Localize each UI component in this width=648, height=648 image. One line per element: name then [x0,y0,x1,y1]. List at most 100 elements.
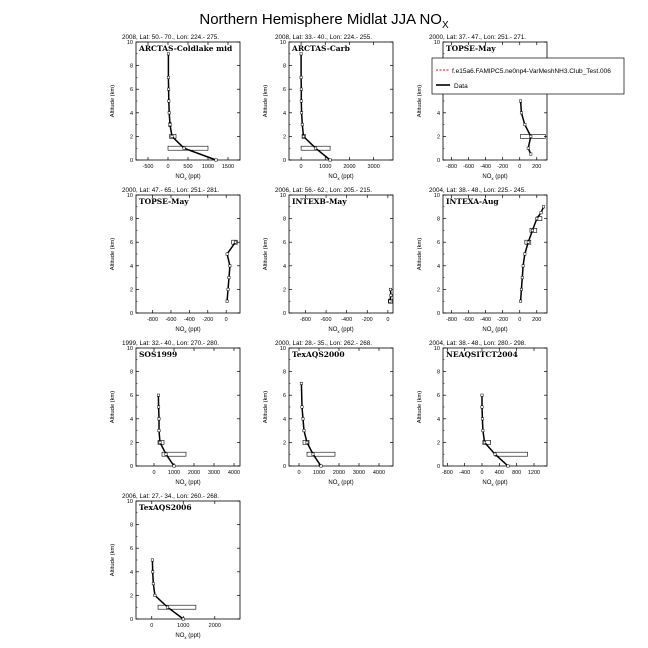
y-tick-label: 6 [130,240,133,246]
panel-header: 2006, Lat: 27.- 34., Lon: 260.- 268. [122,493,219,500]
data-point [529,134,533,138]
panel-2: 2008, Lat: 33.- 40., Lon: 224.- 255. ARCT… [263,34,394,181]
x-axis-label-main: NO [175,633,184,639]
y-tick-label: 8 [130,217,133,223]
data-point [301,417,305,421]
data-point [166,605,169,609]
x-axis-label-sub: x [337,176,340,181]
y-axis-label: Altitude (km) [263,238,269,271]
x-tick-label: -800 [446,164,457,170]
panel-3: 2000, Lat: 37.- 47., Lon: 251.- 271. TOPS… [417,34,548,181]
y-tick-label: 2 [283,440,286,446]
x-tick-label: -600 [321,317,332,323]
x-tick-label: -600 [165,317,176,323]
panel-4: 2000, Lat: 47.- 65., Lon: 251.- 281. TOPS… [110,187,241,334]
y-tick-label: 2 [130,440,133,446]
x-axis-label: NOx (ppt) [482,480,507,487]
x-tick-label: -500 [142,164,153,170]
spread-box [494,451,528,457]
spread-box [306,451,336,457]
data-point [150,558,154,562]
panel-frame [288,194,394,314]
legend-box [431,57,625,95]
y-axis-label: Altitude (km) [263,85,269,118]
data-line [519,100,532,155]
data-point [480,405,484,409]
x-axis-label: NOx (ppt) [328,327,353,334]
x-tick-label: 0 [225,317,228,323]
data-point [388,287,392,291]
data-point [166,52,170,56]
x-axis-label-sub: x [184,482,187,487]
data-point [519,99,523,103]
data-point [299,52,303,56]
legend-model-label: f.e15a6.FAMIPC5.ne0np4-VarMeshNH3.Club_T… [452,68,611,75]
panel-header: 2000, Lat: 37.- 47., Lon: 251.- 271. [429,34,526,41]
panel-name: SOS1999 [139,350,177,359]
y-tick-label: 4 [130,417,133,423]
panel-7: 1999, Lat: 32.- 40., Lon: 270.- 280. SOS1… [110,340,241,487]
y-tick-label: 6 [437,393,440,399]
data-point [299,75,303,79]
data-point [157,429,161,433]
x-axis-label-main: NO [175,327,184,333]
x-axis-label-sub: x [337,329,340,334]
y-tick-label: 4 [437,264,440,270]
data-point [167,111,171,115]
x-tick-label: 1200 [528,470,540,476]
data-point [480,393,484,397]
y-tick-label: 6 [283,87,286,93]
data-point [167,99,171,103]
data-point [388,299,392,303]
y-tick-label: 6 [283,393,286,399]
data-point [542,205,546,209]
x-axis-label: NOx (ppt) [175,174,200,181]
y-tick-label: 2 [283,287,286,293]
x-axis-label-main: NO [175,174,184,180]
data-point [300,123,304,127]
data-point [167,87,171,91]
panel-frame [135,194,241,314]
y-tick-label: 0 [437,158,440,164]
x-axis-label-main: NO [175,480,184,486]
y-tick-label: 8 [130,64,133,70]
data-point [157,405,161,409]
panels: 2008, Lat: 50.- 70., Lon: 224.- 275. ARCT… [110,34,548,640]
x-tick-label: -800 [442,470,453,476]
data-point [158,440,162,444]
x-tick-label: -800 [446,317,457,323]
data-point [480,417,484,421]
data-point [328,158,332,162]
y-tick-label: 4 [130,264,133,270]
x-axis-label-unit: (ppt) [340,174,354,180]
y-tick-label: 8 [130,370,133,376]
y-tick-label: 8 [283,64,286,70]
x-tick-label: 1000 [202,164,214,170]
data-point [521,264,525,268]
figure-title-main: Northern Hemisphere Midlat JJA NO [199,11,442,28]
y-tick-label: 6 [437,240,440,246]
data-point [305,440,309,444]
y-axis-label: Altitude (km) [110,544,116,577]
y-axis-label: Altitude (km) [110,391,116,424]
y-tick-label: 10 [280,193,286,199]
spread-box [157,604,197,610]
y-tick-label: 8 [283,217,286,223]
x-tick-label: 200 [532,164,541,170]
y-axis-label: Altitude (km) [417,238,423,271]
x-tick-label: 3000 [368,164,380,170]
x-tick-label: 1500 [222,164,234,170]
x-axis-label-unit: (ppt) [494,480,508,486]
y-tick-label: 6 [283,240,286,246]
x-tick-label: 0 [518,164,521,170]
y-tick-label: 4 [437,111,440,117]
data-point [151,570,155,574]
x-tick-label: 1000 [177,623,189,629]
figure-title: Northern Hemisphere Midlat JJA NOX [199,11,449,31]
y-tick-label: 0 [130,464,133,470]
panel-6: 2004, Lat: 38.- 48., Lon: 225.- 245. INTE… [417,187,548,334]
x-axis-label-main: NO [328,480,337,486]
x-axis-label-unit: (ppt) [494,174,508,180]
x-axis-label-sub: x [337,482,340,487]
data-point [302,134,305,138]
